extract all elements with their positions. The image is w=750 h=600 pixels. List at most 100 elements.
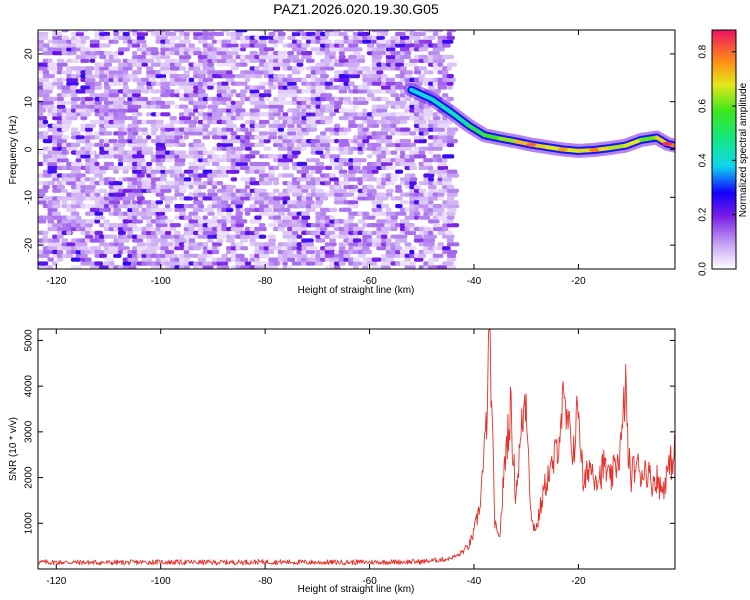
heatmap-cell bbox=[117, 51, 124, 56]
heatmap-cell bbox=[183, 96, 194, 102]
y-tick-label: -10 bbox=[24, 190, 35, 205]
heatmap-cell bbox=[338, 158, 348, 163]
heatmap-cell bbox=[418, 66, 427, 71]
heatmap-cell bbox=[75, 215, 82, 220]
heatmap-cell bbox=[164, 30, 171, 33]
heatmap-cell bbox=[216, 51, 229, 56]
heatmap-cell bbox=[296, 96, 308, 102]
heatmap-cell bbox=[315, 169, 322, 174]
heatmap-cell bbox=[273, 66, 281, 71]
heatmap-cell bbox=[155, 31, 165, 37]
heatmap-cell bbox=[428, 119, 438, 125]
heatmap-cell bbox=[66, 112, 77, 117]
y-tick-label: 20 bbox=[24, 48, 35, 60]
heatmap-cell bbox=[146, 58, 154, 63]
heatmap-cell bbox=[268, 31, 276, 37]
heatmap-cell bbox=[329, 242, 337, 247]
heatmap-cell bbox=[235, 150, 243, 155]
x-tick-label: -80 bbox=[258, 276, 273, 287]
heatmap-cell bbox=[254, 43, 267, 48]
heatmap-cell bbox=[413, 154, 427, 159]
heatmap-cell bbox=[216, 234, 226, 239]
heatmap-cell bbox=[442, 54, 455, 60]
y-tick-label: 5000 bbox=[24, 329, 35, 352]
heatmap-cell bbox=[113, 196, 126, 201]
heatmap-cell bbox=[240, 89, 248, 94]
heatmap-cell bbox=[211, 116, 223, 121]
heatmap-cell bbox=[216, 238, 224, 243]
heatmap-cell bbox=[70, 257, 81, 262]
colorbar: 0.00.20.40.60.8 Normalized spectral ampl… bbox=[698, 29, 749, 276]
heatmap-cell bbox=[399, 35, 410, 40]
heatmap-cell bbox=[207, 211, 215, 216]
heatmap-cell bbox=[296, 58, 305, 63]
heatmap-cell bbox=[85, 142, 98, 147]
heatmap-cell bbox=[164, 142, 175, 147]
heatmap-cell bbox=[362, 261, 368, 266]
heatmap-cell bbox=[42, 139, 53, 144]
heatmap-cell bbox=[310, 204, 322, 209]
heatmap-cell bbox=[249, 238, 256, 243]
heatmap-cell bbox=[366, 47, 373, 52]
heatmap-cell bbox=[315, 219, 322, 224]
heatmap-cell bbox=[254, 226, 267, 232]
heatmap-cell bbox=[85, 89, 95, 94]
heatmap-cell bbox=[413, 31, 426, 37]
heatmap-cell bbox=[428, 85, 435, 90]
heatmap-cell bbox=[150, 77, 157, 82]
heatmap-cell bbox=[409, 261, 416, 266]
heatmap-cell bbox=[315, 177, 322, 182]
heatmap-cell bbox=[235, 226, 244, 232]
heatmap-cell bbox=[155, 154, 168, 159]
heatmap-cell bbox=[277, 39, 283, 44]
heatmap-cell bbox=[324, 246, 335, 251]
heatmap-cell bbox=[117, 165, 125, 170]
signal-trace-segment bbox=[639, 135, 659, 142]
heatmap-cell bbox=[381, 85, 393, 90]
heatmap-cell bbox=[160, 112, 171, 117]
heatmap-cell bbox=[446, 135, 454, 140]
heatmap-cell bbox=[52, 211, 61, 216]
heatmap-cell bbox=[38, 35, 49, 40]
heatmap-cell bbox=[348, 54, 358, 60]
heatmap-cell bbox=[428, 261, 434, 266]
heatmap-cell bbox=[70, 161, 83, 167]
heatmap-cell bbox=[103, 146, 116, 151]
heatmap-cell bbox=[428, 165, 434, 170]
heatmap-cell bbox=[362, 66, 371, 71]
heatmap-cell bbox=[226, 127, 234, 132]
heatmap-cell bbox=[366, 93, 375, 98]
heatmap-cell bbox=[202, 196, 214, 201]
heatmap-cell bbox=[423, 173, 435, 178]
x-tick-label: -60 bbox=[362, 576, 377, 587]
heatmap-cell bbox=[268, 104, 281, 109]
heatmap-cell bbox=[357, 31, 370, 37]
heatmap-cell bbox=[338, 89, 348, 94]
heatmap-cell bbox=[193, 116, 199, 121]
heatmap-cell bbox=[38, 215, 45, 220]
heatmap-cell bbox=[418, 253, 427, 258]
heatmap-cell bbox=[56, 93, 63, 98]
heatmap-cell bbox=[291, 223, 303, 228]
heatmap-cell bbox=[99, 238, 105, 243]
heatmap-cell bbox=[136, 100, 150, 105]
heatmap-cell bbox=[437, 181, 444, 186]
heatmap-cell bbox=[324, 135, 331, 140]
colorbar-gradient bbox=[711, 29, 737, 270]
heatmap-cell bbox=[343, 96, 352, 102]
heatmap-cell bbox=[85, 188, 97, 193]
heatmap-cell bbox=[136, 31, 148, 37]
heatmap-cell bbox=[287, 93, 299, 98]
heatmap-cell bbox=[428, 184, 437, 190]
heatmap-cell bbox=[52, 131, 63, 136]
heatmap-cell bbox=[103, 257, 115, 262]
heatmap-cell bbox=[305, 96, 312, 102]
heatmap-cell bbox=[150, 96, 162, 102]
heatmap-cell bbox=[61, 219, 74, 224]
heatmap-cell bbox=[418, 200, 430, 205]
heatmap-cell bbox=[155, 230, 166, 235]
heatmap-cell bbox=[371, 257, 382, 262]
heatmap-cell bbox=[89, 238, 101, 243]
heatmap-cell bbox=[150, 51, 160, 56]
heatmap-cell bbox=[442, 226, 449, 232]
